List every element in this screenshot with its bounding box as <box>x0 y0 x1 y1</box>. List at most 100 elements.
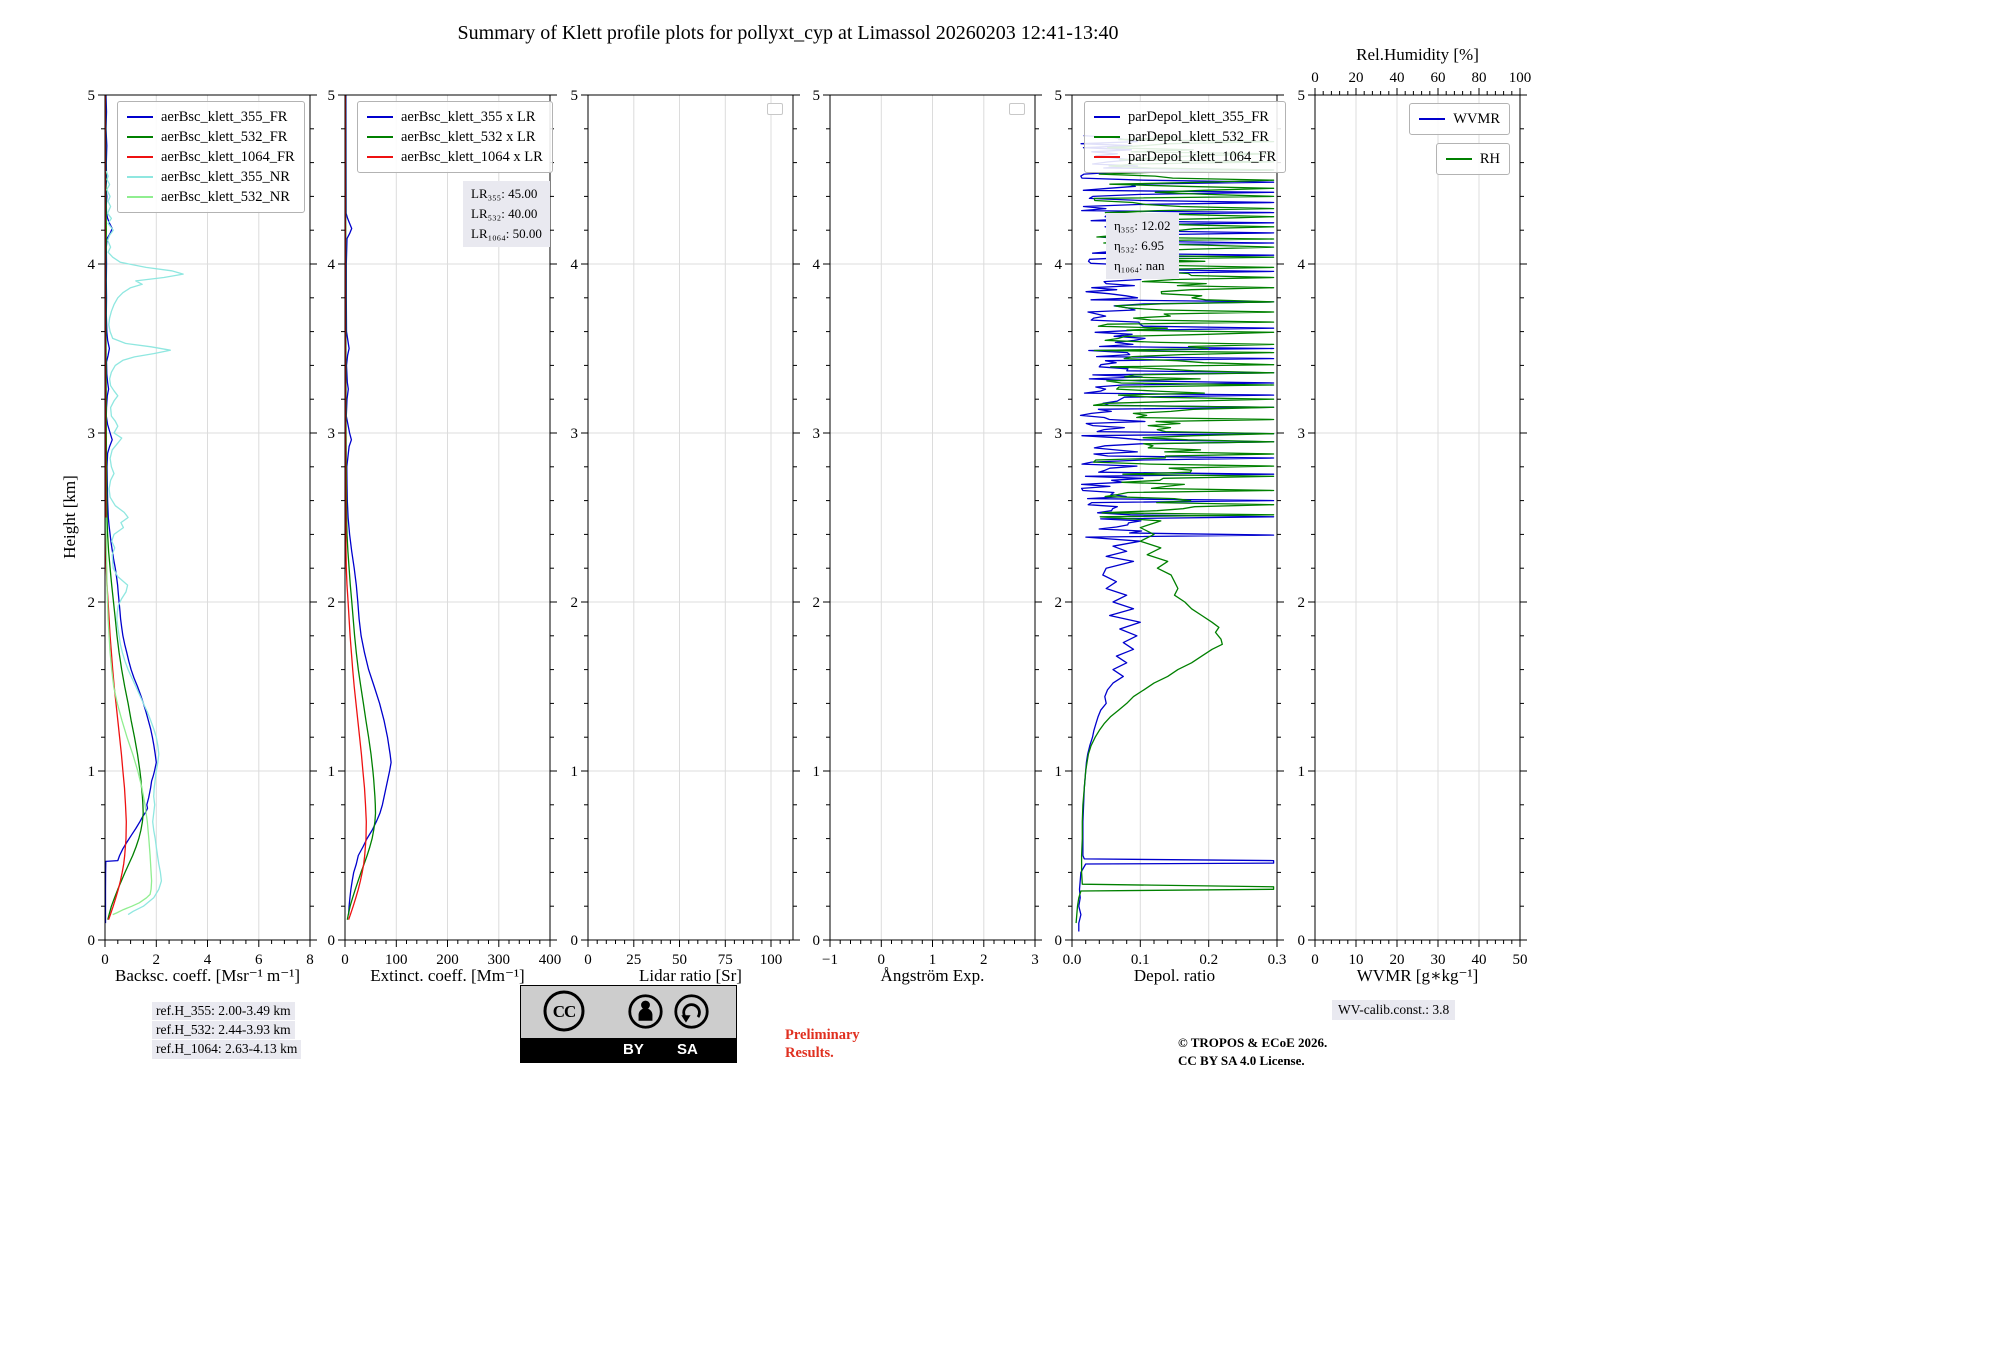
legend-line-sample <box>1094 116 1120 118</box>
series-group <box>105 95 184 924</box>
legend-entry: parDepol_klett_355_FR <box>1094 107 1276 127</box>
panel-wvmr: 0 10 20 30 40 50 0 1 2 3 4 5 0 20 40 60 80 100 Rel.Humidi… <box>1298 45 1532 985</box>
svg-text:0: 0 <box>88 933 96 949</box>
legend-line-sample <box>367 136 393 138</box>
legend-label: RH <box>1479 150 1500 167</box>
svg-text:0: 0 <box>1055 933 1063 949</box>
legend-entry: aerBsc_klett_355 x LR <box>367 107 543 127</box>
svg-text:1: 1 <box>1298 764 1306 780</box>
tick-labels: 0 2 4 6 8 0 1 2 3 4 5 <box>88 88 314 968</box>
svg-text:5: 5 <box>328 88 336 104</box>
svg-text:100: 100 <box>760 952 783 968</box>
annotation-box: LR₃₅₅: 45.00 LR₅₃₂: 40.00 LR₁₀₆₄: 50.00 <box>463 181 550 248</box>
backscatter-x-axis-label: Backsc. coeff. [Msr⁻¹ m⁻¹] <box>114 966 301 985</box>
reference-height-box: ref.H_355: 2.00-3.49 km ref.H_532: 2.44-… <box>152 1002 302 1060</box>
cc-badge-bottom-bar: BY SA <box>521 1038 736 1062</box>
depol-plot-canvas: 0.0 0.1 0.2 0.3 0 1 2 3 4 5 <box>1055 88 1287 968</box>
panel-angstrom: −1 0 1 2 3 0 1 2 3 4 5 Ångström Exp. <box>813 88 1042 985</box>
extinction-plot-canvas: 0 100 200 300 400 0 1 2 3 4 5 <box>328 88 562 968</box>
svg-text:0.1: 0.1 <box>1131 952 1150 968</box>
svg-text:0.3: 0.3 <box>1268 952 1287 968</box>
cc-icon: CC <box>543 990 585 1032</box>
svg-text:0: 0 <box>584 952 592 968</box>
series-line-aerBsc_klett_355_FR <box>105 95 157 924</box>
legend-entry: parDepol_klett_1064_FR <box>1094 147 1276 167</box>
gridlines <box>1314 94 1521 941</box>
svg-text:3: 3 <box>88 426 96 442</box>
legend-label: parDepol_klett_532_FR <box>1128 128 1269 145</box>
legend-line-sample <box>127 116 153 118</box>
svg-text:40: 40 <box>1472 952 1487 968</box>
series-line-aerBsc_klett_532_NR <box>105 517 153 916</box>
annotation-box: η₃₅₅: 12.02 η₅₃₂: 6.95 η₁₀₆₄: nan <box>1106 213 1179 280</box>
svg-text:20: 20 <box>1349 70 1364 86</box>
cc-sa-label: SA <box>677 1041 698 1058</box>
svg-text:3: 3 <box>813 426 821 442</box>
legend-line-sample <box>1094 136 1120 138</box>
svg-text:10: 10 <box>1349 952 1364 968</box>
svg-text:0: 0 <box>341 952 349 968</box>
svg-text:4: 4 <box>1055 257 1063 273</box>
axes-frame <box>1308 88 1527 947</box>
svg-text:3: 3 <box>1055 426 1063 442</box>
wvmr-x-axis-label: WVMR [g∗kg⁻¹] <box>1356 966 1479 985</box>
lidar-ratio-x-axis-label: Lidar ratio [Sr] <box>639 966 742 985</box>
legend-line-sample <box>1094 156 1120 158</box>
axes-frame <box>98 94 317 947</box>
y-axis-label: Height [km] <box>60 475 79 559</box>
preliminary-results-note: Preliminary Results. <box>785 1026 860 1062</box>
rh-top-axis-label: Rel.Humidity [%] <box>1356 45 1479 64</box>
svg-text:4: 4 <box>328 257 336 273</box>
legend-box: aerBsc_klett_355 x LR aerBsc_klett_532 x … <box>357 101 553 173</box>
legend-box: aerBsc_klett_355_FR aerBsc_klett_532_FR ae… <box>117 101 305 213</box>
svg-text:3: 3 <box>571 426 579 442</box>
svg-text:3: 3 <box>1031 952 1039 968</box>
legend-empty-box <box>767 103 783 115</box>
legend-entry: WVMR <box>1419 109 1500 129</box>
cc-by-label: BY <box>623 1041 644 1058</box>
figure-title: Summary of Klett profile plots for polly… <box>457 22 1119 44</box>
svg-text:4: 4 <box>88 257 96 273</box>
svg-text:40: 40 <box>1390 70 1405 86</box>
svg-text:50: 50 <box>1513 952 1528 968</box>
legend-line-sample <box>367 156 393 158</box>
legend-box: parDepol_klett_355_FR parDepol_klett_532_… <box>1084 101 1287 173</box>
svg-text:2: 2 <box>1055 595 1063 611</box>
legend-entry: RH <box>1445 149 1500 169</box>
series-line-aerBsc_klett_1064_x_LR <box>345 95 367 920</box>
svg-text:6: 6 <box>255 952 263 968</box>
svg-text:0.2: 0.2 <box>1199 952 1218 968</box>
preliminary-line-2: Results. <box>785 1045 834 1062</box>
legend-empty-box <box>1009 103 1025 115</box>
depol-x-axis-label: Depol. ratio <box>1133 966 1216 985</box>
series-line-parDepol_klett_532_FR <box>1075 134 1275 924</box>
annotation-line: η₁₀₆₄: nan <box>1114 258 1165 274</box>
svg-text:4: 4 <box>571 257 579 273</box>
svg-text:2: 2 <box>980 952 988 968</box>
legend-entry: aerBsc_klett_532_FR <box>127 127 295 147</box>
backscatter-plot-canvas: 0 2 4 6 8 0 1 2 3 4 5 <box>88 88 317 968</box>
svg-text:5: 5 <box>1055 88 1063 104</box>
series-line-aerBsc_klett_532_FR <box>105 95 144 920</box>
legend-label: aerBsc_klett_532 x LR <box>401 128 536 145</box>
svg-text:2: 2 <box>88 595 96 611</box>
svg-text:75: 75 <box>718 952 733 968</box>
legend-label: WVMR <box>1453 110 1500 127</box>
legend-entry: aerBsc_klett_532 x LR <box>367 127 543 147</box>
copyright-note: © TROPOS & ECoE 2026. CC BY SA 4.0 Licen… <box>1178 1034 1327 1069</box>
svg-text:1: 1 <box>571 764 579 780</box>
annotation-line: η₃₅₅: 12.02 <box>1114 218 1171 233</box>
svg-text:4: 4 <box>813 257 821 273</box>
legend-line-sample <box>127 176 153 178</box>
svg-text:0: 0 <box>878 952 886 968</box>
share-alike-icon <box>674 994 709 1029</box>
legend-label: aerBsc_klett_532_FR <box>161 128 288 145</box>
legend-line-sample <box>127 196 153 198</box>
legend-entry: aerBsc_klett_355_NR <box>127 167 295 187</box>
gridlines <box>104 94 311 941</box>
annotation-line: LR₅₃₂: 40.00 <box>471 206 538 222</box>
legend-line-sample <box>367 116 393 118</box>
